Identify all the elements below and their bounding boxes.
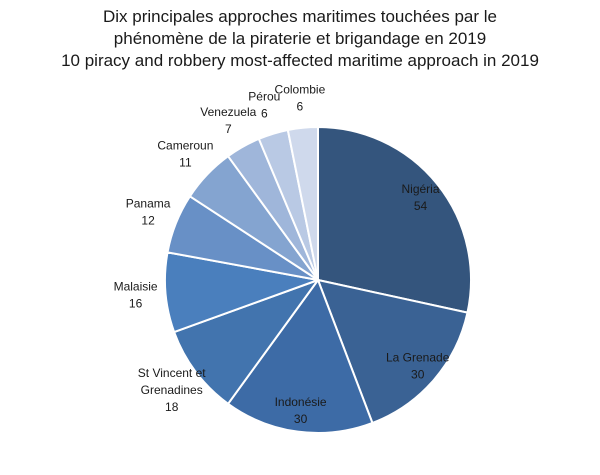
pie-value-label: 6 (261, 107, 268, 121)
chart-title-line-2: phénomène de la piraterie et brigandage … (113, 29, 487, 48)
pie-labels: Nigéria 54 La Grenade 30 Indonésie 30 St Vince… (114, 82, 450, 426)
pie-category-label: Venezuela (200, 105, 256, 119)
pie-slice-st-vincent-et-grenadines (173, 279, 319, 405)
pie-category-label: Grenadines (141, 383, 203, 397)
pie-label-panama: Panama 12 (126, 197, 171, 228)
chart-title-line-1: Dix principales approches maritimes touc… (102, 7, 497, 26)
pie-category-label: Cameroun (157, 138, 213, 152)
pie-category-label: St Vincent et (138, 366, 206, 380)
pie-slice-nigeria (317, 126, 472, 314)
pie-category-label: Indonésie (275, 395, 327, 409)
pie-value-label: 12 (141, 214, 155, 228)
pie-value-label: 30 (294, 412, 308, 426)
pie-value-label: 18 (165, 400, 179, 414)
pie-value-label: 30 (411, 367, 425, 381)
pie-label-perou: Pérou 6 (248, 90, 280, 121)
pie-slice-indonesie (227, 279, 374, 434)
pie-label-venezuela: Venezuela 7 (200, 105, 256, 136)
pie-slice-la-grenade (317, 279, 469, 424)
pie-category-label: Panama (126, 197, 171, 211)
pie-value-label: 7 (225, 122, 232, 136)
pie-slices (164, 126, 472, 434)
pie-value-label: 6 (297, 99, 304, 113)
pie-category-label: La Grenade (386, 350, 450, 364)
chart-subtitle: 10 piracy and robbery most-affected mari… (61, 51, 539, 70)
chart-title: Dix principales approches maritimes touc… (0, 6, 600, 72)
pie-label-st-vincent-et-grenadines: St Vincent et Grenadines 18 (138, 366, 206, 414)
pie-category-label: Nigéria (401, 182, 439, 196)
pie-category-label: Colombie (275, 82, 326, 96)
pie-label-nigeria: Nigéria 54 (401, 182, 439, 213)
pie-label-la-grenade: La Grenade 30 (386, 350, 450, 381)
pie-category-label: Malaisie (114, 280, 158, 294)
pie-label-malaisie: Malaisie 16 (114, 280, 158, 311)
pie-label-colombie: Colombie 6 (275, 82, 326, 113)
pie-value-label: 16 (129, 297, 143, 311)
pie-label-cameroun: Cameroun 11 (157, 138, 213, 169)
pie-category-label: Pérou (248, 90, 280, 104)
pie-value-label: 11 (179, 155, 192, 169)
pie-label-indonesie: Indonésie 30 (275, 395, 327, 426)
pie-value-label: 54 (414, 199, 428, 213)
pie-slice-colombie (286, 126, 319, 281)
